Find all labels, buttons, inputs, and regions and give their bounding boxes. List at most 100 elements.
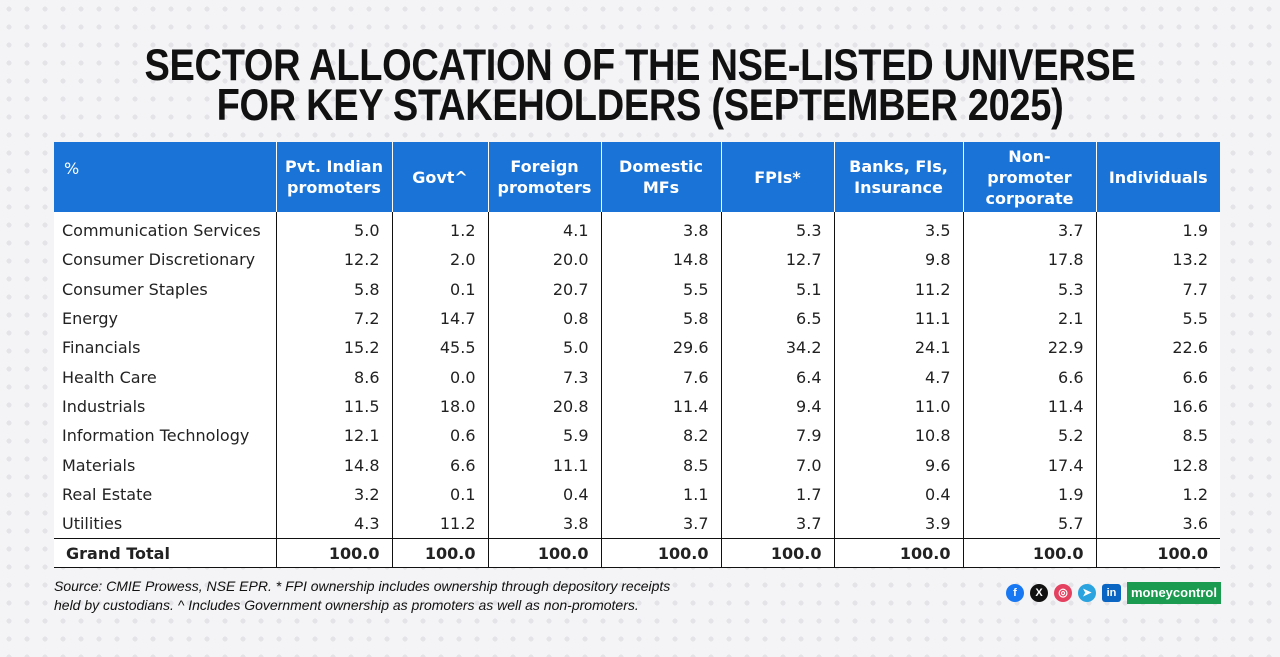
total-row: Grand Total 100.0 100.0 100.0 100.0 100.0 100.… [54,538,1220,569]
table-cell: 100.0 [275,538,392,569]
column-header-line: promoters [287,178,381,197]
table-cell: 20.7 [487,274,601,304]
table-row: Consumer Staples 5.8 0.1 20.7 5.5 5.1 11.2 5.3 7… [54,274,1220,304]
table-row: Industrials 11.5 18.0 20.8 11.4 9.4 11.0 11.4 16… [54,391,1220,422]
table-cell: 22.9 [962,333,1096,363]
linkedin-icon[interactable]: in [1102,584,1121,602]
table-cell: 17.8 [962,245,1096,275]
table-cell: 3.8 [600,212,721,246]
row-label: Materials [62,455,136,475]
table-cell: 7.9 [720,421,834,451]
column-header-line: promoters [497,178,592,197]
table-cell: 11.2 [391,508,488,539]
row-label: Consumer Staples [62,279,208,299]
table-cell: 4.7 [833,362,963,392]
table-row: Energy 7.2 14.7 0.8 5.8 6.5 11.1 2.1 5.5 [54,303,1220,334]
table-row: Real Estate 3.2 0.1 0.4 1.1 1.7 0.4 1.9 1.2 [54,479,1220,509]
table-cell: 13.2 [1095,245,1220,275]
table-cell: 5.8 [600,303,721,334]
column-header: Govt^ [391,142,488,212]
table-cell: 7.2 [275,303,392,334]
x-icon[interactable]: X [1030,584,1048,602]
table-cell: 1.1 [600,479,721,509]
column-header-line: Insurance [854,178,943,197]
table-cell: 7.3 [487,362,601,392]
facebook-icon[interactable]: f [1006,584,1024,602]
table-cell: 6.4 [720,362,834,392]
table-cell: 3.7 [720,508,834,539]
table-cell: 14.8 [600,245,721,275]
table-cell: 15.2 [275,333,392,363]
table-cell: 34.2 [720,333,834,363]
table-cell: 100.0 [600,538,721,569]
table-cell: 1.2 [391,212,488,246]
row-label: Consumer Discretionary [62,250,256,270]
instagram-icon[interactable]: ◎ [1054,584,1072,602]
table-cell: 5.0 [275,212,392,246]
column-header-line: Banks, FIs, [849,157,948,176]
table-cell: 11.1 [833,303,963,334]
table-cell: 7.7 [1095,274,1220,304]
table-cell: 3.8 [487,508,601,539]
table-cell: 8.5 [1095,421,1220,451]
table-cell: 3.7 [600,508,721,539]
column-header-line: promoter [987,167,1072,187]
column-header: FPIs* [720,142,834,212]
column-header-line: corporate [985,188,1074,208]
sector-allocation-table: % Pvt. Indian promoters Govt^ Foreign promot… [54,142,1220,569]
table-cell: 12.7 [720,245,834,275]
table-cell: 3.7 [962,212,1096,246]
table-row: Materials 14.8 6.6 11.1 8.5 7.0 9.6 17.4 12.8 [54,450,1220,480]
table-cell: 5.7 [962,508,1096,539]
table-cell: 12.2 [275,245,392,275]
row-label: Communication Services [62,221,261,241]
table-cell: 100.0 [1095,538,1220,569]
table-cell: 45.5 [391,333,488,363]
table-cell: 5.0 [487,333,601,363]
source-line-2: held by custodians. ^ Includes Governmen… [54,597,639,613]
row-label: Industrials [62,396,146,416]
source-line-1: Source: CMIE Prowess, NSE EPR. * FPI own… [54,578,671,594]
table-cell: 11.4 [962,391,1096,422]
table-cell: 14.7 [391,303,488,334]
table-cell: 24.1 [833,333,963,363]
row-label: Energy [62,309,119,329]
table-cell: 3.6 [1095,508,1220,539]
table-cell: 18.0 [391,391,488,422]
source-note: Source: CMIE Prowess, NSE EPR. * FPI own… [54,577,774,615]
column-header: Banks, FIs, Insurance [833,142,963,212]
table-cell: 100.0 [487,538,601,569]
table-cell: 29.6 [600,333,721,363]
table-cell: 0.4 [487,479,601,509]
table-cell: 4.1 [487,212,601,246]
table-row: Financials 15.2 45.5 5.0 29.6 34.2 24.1 22.9 22.… [54,333,1220,363]
table-cell: 0.4 [833,479,963,509]
table-cell: 9.6 [833,450,963,480]
row-label: Health Care [62,367,157,387]
table-cell: 100.0 [391,538,488,569]
table-row: Health Care 8.6 0.0 7.3 7.6 6.4 4.7 6.6 6.6 [54,362,1220,392]
table-header-row: % Pvt. Indian promoters Govt^ Foreign promot… [54,142,1220,212]
telegram-icon[interactable]: ➤ [1078,584,1096,602]
column-header-line: MFs [642,178,680,197]
table-cell: 0.0 [391,362,488,392]
table-cell: 10.8 [833,421,963,451]
table-cell: 17.4 [962,450,1096,480]
table-cell: 100.0 [720,538,834,569]
table-cell: 0.8 [487,303,601,334]
table-cell: 0.1 [391,274,488,304]
table-cell: 9.4 [720,391,834,422]
table-cell: 5.5 [600,274,721,304]
table-cell: 11.2 [833,274,963,304]
table-cell: 16.6 [1095,391,1220,422]
table-cell: 4.3 [275,508,392,539]
column-header-line: Non- [1008,146,1051,166]
table-cell: 1.2 [1095,479,1220,509]
moneycontrol-logo[interactable]: moneycontrol [1127,582,1221,604]
brand-bar: f X ◎ ➤ in moneycontrol [1006,582,1221,604]
table-cell: 1.7 [720,479,834,509]
table-cell: 22.6 [1095,333,1220,363]
column-header-line: Individuals [1108,167,1208,187]
row-label: Financials [62,338,141,358]
column-header: Individuals [1095,142,1220,212]
